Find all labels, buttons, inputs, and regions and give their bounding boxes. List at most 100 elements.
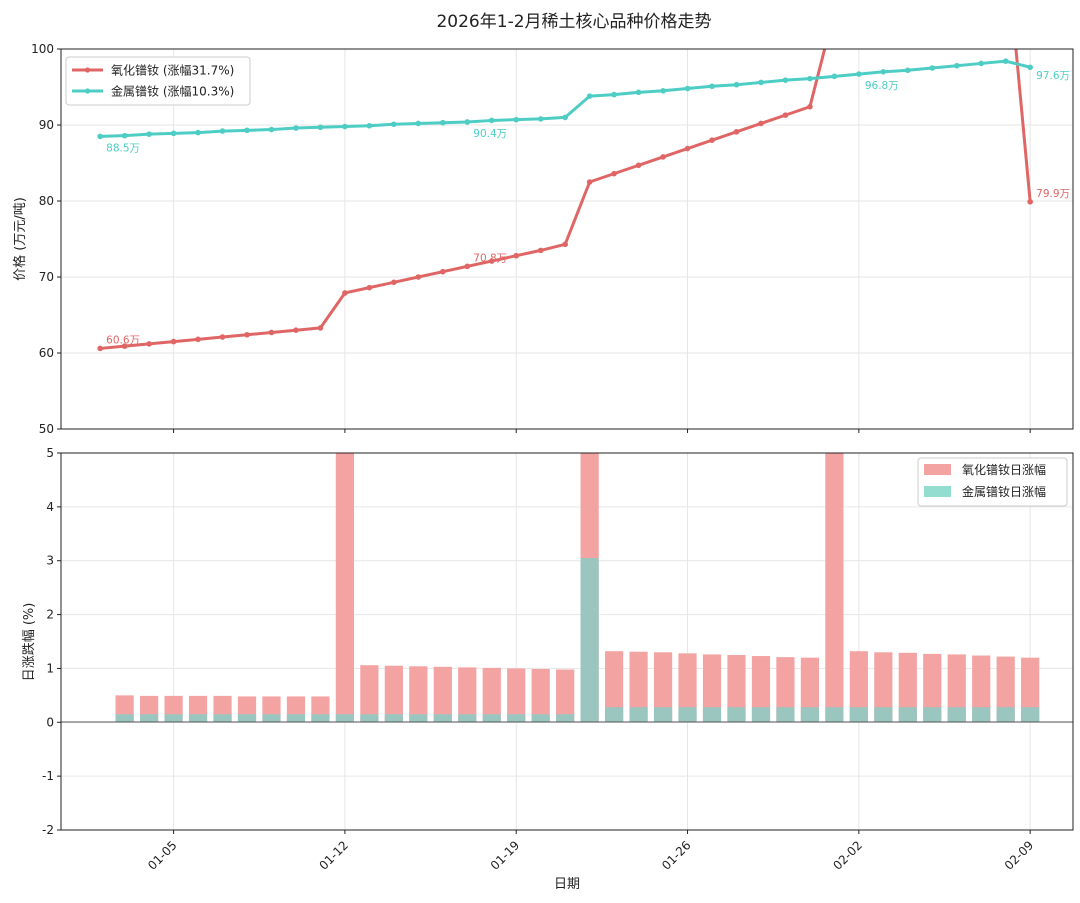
price-point [170, 130, 177, 137]
price-point [978, 60, 985, 67]
price-point [1027, 198, 1033, 205]
price-annotation: 90.4万 [473, 128, 507, 140]
price-point [415, 274, 422, 280]
change-bar-metal [727, 707, 746, 723]
price-point [733, 81, 740, 88]
price-point [758, 120, 764, 127]
change-bar-oxide [409, 666, 428, 723]
legend-marker-red [84, 67, 91, 73]
change-bar-metal [580, 558, 599, 723]
price-annotation: 88.5万 [106, 142, 140, 154]
change-bar-metal [140, 714, 159, 723]
price-point [464, 263, 471, 270]
price-line-metal-group [97, 58, 1033, 140]
change-y-axis-label: 日涨跌幅 (%) [21, 603, 37, 682]
legend-label-teal-line: 金属镨钕 (涨幅10.3%) [111, 84, 234, 99]
change-panel-frame [60, 452, 1074, 831]
change-bar-metal [556, 714, 575, 723]
change-bar-metal [311, 714, 330, 723]
price-legend: 氧化镨钕 (涨幅31.7%) 金属镨钕 (涨幅10.3%) [65, 56, 251, 106]
change-bar-metal [1021, 707, 1040, 723]
price-line-oxide-group [97, 8, 1033, 352]
price-point [537, 116, 544, 122]
price-point [439, 268, 446, 275]
price-point [244, 127, 250, 134]
price-point [660, 88, 666, 94]
price-point [268, 329, 275, 336]
change-bar-oxide [360, 665, 379, 723]
price-point [97, 345, 103, 352]
price-point [929, 65, 936, 71]
price-point [856, 71, 862, 77]
change-bar-metal [947, 707, 966, 723]
price-point [586, 179, 593, 185]
price-point [488, 258, 495, 264]
price-point [807, 103, 813, 110]
change-bar-oxide [507, 668, 526, 723]
change-y-tick-label: -1 [42, 769, 54, 783]
change-y-tick-label: -2 [42, 823, 54, 837]
price-point [439, 119, 446, 126]
price-annotation: 97.6万 [1036, 70, 1070, 82]
change-bar-oxide [972, 655, 991, 723]
change-x-tick-label: 01-19 [488, 838, 523, 873]
change-bar-metal [458, 714, 477, 723]
price-point [635, 162, 642, 169]
change-bar-oxide [751, 656, 771, 723]
price-point [219, 128, 226, 134]
change-bar-metal [482, 714, 501, 723]
legend-swatch-teal-bar [924, 486, 951, 497]
price-point [611, 91, 617, 98]
change-y-tick-label: 4 [46, 500, 54, 514]
price-line-oxide [100, 49, 1032, 350]
price-point [782, 77, 789, 83]
price-point [170, 338, 177, 345]
change-bar-metal [286, 714, 306, 723]
change-bar-metal [384, 714, 403, 723]
change-y-tick-label: 0 [46, 715, 54, 729]
change-bar-metal [507, 714, 526, 723]
change-bar-oxide [923, 653, 942, 723]
price-point [660, 154, 666, 160]
change-bar-metal [776, 707, 795, 723]
price-y-tick-label: 80 [39, 194, 54, 208]
price-point [219, 334, 226, 340]
change-bar-metal [531, 714, 550, 723]
change-bar-oxide [947, 654, 966, 723]
change-legend-box [917, 457, 1068, 507]
price-annotation: 60.6万 [106, 334, 140, 346]
change-bar-oxide [800, 657, 820, 723]
change-bar-oxide [433, 666, 452, 723]
change-bar-oxide [727, 654, 746, 723]
chart-title: 2026年1-2月稀土核心品种价格走势 [436, 12, 711, 32]
change-bar-metal [335, 714, 354, 723]
change-bar-metal [188, 714, 208, 723]
price-annotation: 70.8万 [473, 252, 507, 264]
change-y-tick-label: 5 [46, 446, 54, 460]
price-point [121, 343, 128, 349]
price-point [1027, 64, 1033, 71]
price-y-tick-label: 60 [39, 346, 54, 360]
price-point [268, 126, 275, 133]
change-bar-oxide [825, 453, 844, 723]
legend-swatch-red-bar [924, 464, 951, 475]
change-panel: -2 -1 0 1 2 3 4 5 01-05 01-12 01-19 01-26 02-02 02-0… [21, 446, 1074, 892]
change-bar-oxide [702, 654, 722, 723]
price-point [195, 336, 201, 343]
price-point [317, 325, 324, 331]
legend-label-red-bar: 氧化镨钕日涨幅 [962, 462, 1046, 477]
price-point [709, 137, 715, 143]
price-legend-box [65, 56, 251, 106]
change-bar-metal [629, 707, 648, 723]
change-bar-metal [653, 707, 673, 723]
price-point [832, 8, 838, 14]
change-bar-metal [115, 714, 134, 723]
price-point [366, 122, 373, 129]
price-point [831, 73, 838, 80]
price-point [195, 129, 201, 136]
change-bar-metal [409, 714, 428, 723]
change-bar-oxide [1021, 657, 1040, 723]
price-point [244, 331, 250, 338]
change-bar-oxide [996, 656, 1015, 723]
price-point [905, 67, 911, 74]
